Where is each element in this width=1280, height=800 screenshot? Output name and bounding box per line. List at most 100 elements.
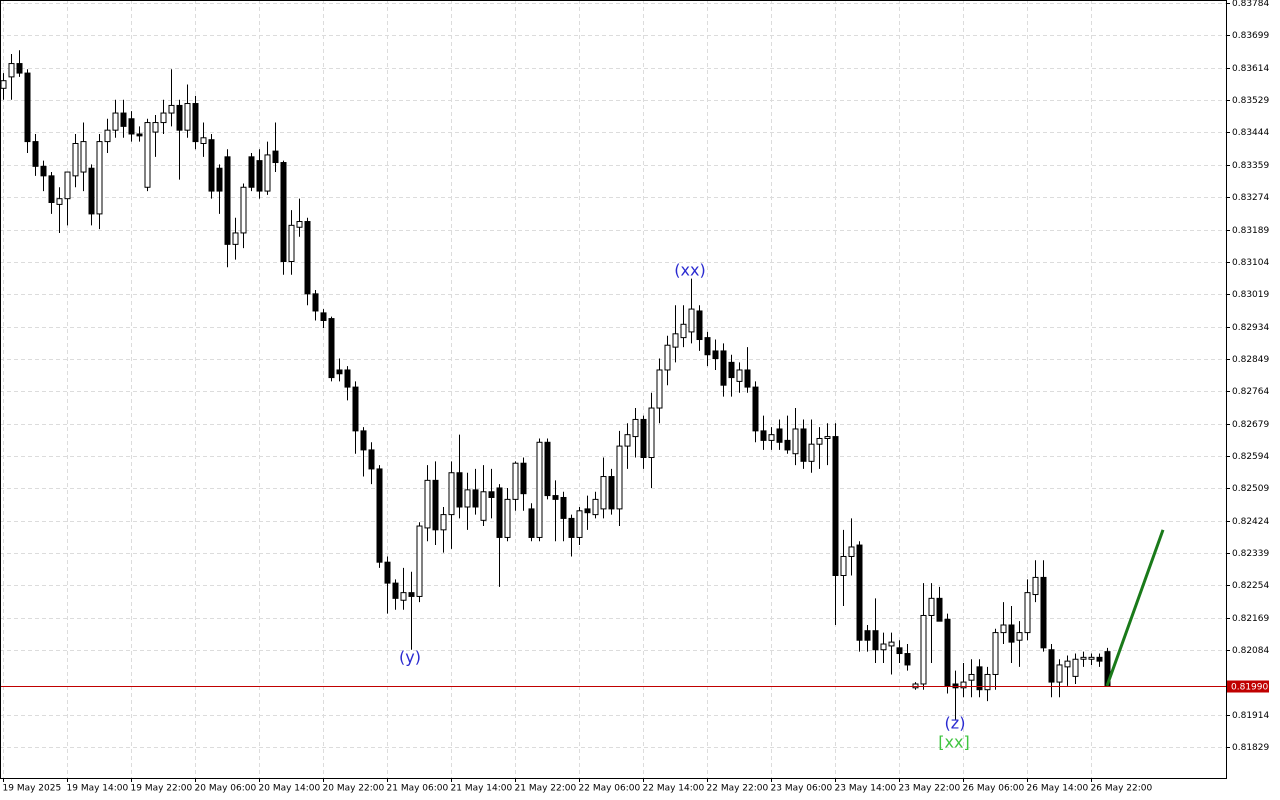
candle-body [552, 495, 559, 500]
candle-body [544, 441, 551, 497]
candle-body [256, 160, 263, 192]
candle-body [136, 133, 143, 137]
candle-body [872, 630, 879, 651]
candle-body [656, 369, 663, 409]
candle-body [968, 673, 975, 681]
x-tick-label: 23 May 22:00 [899, 784, 961, 794]
candle-body [1056, 664, 1063, 683]
candle-body [0, 80, 7, 89]
candle-body [232, 232, 239, 245]
candle-body [120, 112, 127, 127]
candle-body [624, 434, 631, 447]
candle-body [728, 361, 735, 379]
candle-body [360, 430, 367, 451]
candle-body [760, 430, 767, 441]
y-tick-label: 0.82594 [1232, 452, 1269, 462]
candle-body [1000, 624, 1007, 634]
candle-body [880, 643, 887, 651]
candle-body [176, 104, 183, 131]
y-tick-label: 0.82254 [1232, 581, 1269, 591]
candle-body [640, 418, 647, 459]
candle-body [240, 186, 247, 234]
candle-body [736, 369, 743, 382]
candle-body [200, 137, 207, 144]
candle-body [448, 472, 455, 516]
x-tick-label: 20 May 22:00 [323, 784, 385, 794]
candle-body [504, 498, 511, 538]
y-tick-label: 0.81914 [1232, 711, 1269, 721]
candle-body [648, 407, 655, 459]
price-label: 0.81990 [1231, 683, 1268, 693]
candle-body [928, 597, 935, 616]
candle-body [1016, 632, 1023, 641]
candle-body [384, 561, 391, 584]
wave-label: (z) [945, 714, 966, 733]
projection-line [1105, 529, 1165, 687]
x-tick-label: 20 May 14:00 [259, 784, 321, 794]
candle-body [896, 647, 903, 655]
candle-body [56, 198, 63, 205]
candle-body [576, 510, 583, 538]
candle-body [768, 434, 775, 441]
candle-body [48, 175, 55, 203]
candle-body [216, 167, 223, 192]
candle-body [1024, 592, 1031, 634]
candle-body [520, 462, 527, 495]
candle-body [568, 517, 575, 538]
candle-body [152, 122, 159, 133]
candle-body [480, 491, 487, 521]
y-tick-label: 0.82679 [1232, 420, 1269, 430]
candle-body [792, 428, 799, 455]
candle-body [912, 683, 919, 689]
candle-body [288, 224, 295, 262]
candle-body [680, 323, 687, 339]
candle-body [672, 333, 679, 348]
candle-body [368, 449, 375, 470]
candle-body [512, 462, 519, 500]
plot: (xx) (y) (z)[xx] [0, 50, 1226, 752]
x-tick-label: 22 May 06:00 [579, 784, 641, 794]
x-tick-label: 19 May 22:00 [131, 784, 193, 794]
candle-body [1088, 656, 1095, 660]
candle-body [440, 514, 447, 531]
y-tick-label: 0.82084 [1232, 646, 1269, 656]
candle-body [80, 141, 87, 173]
candle-body [1096, 656, 1103, 662]
candle-body [600, 476, 607, 510]
x-tick-label: 21 May 22:00 [515, 784, 577, 794]
candle-body [24, 72, 31, 143]
candle-body [280, 162, 287, 262]
y-tick-label: 0.83699 [1232, 31, 1269, 41]
y-tick-label: 0.83614 [1232, 64, 1269, 74]
candle-body [344, 369, 351, 388]
y-tick-label: 0.83189 [1232, 226, 1269, 236]
candle-body [864, 630, 871, 641]
x-tick-label: 19 May 14:00 [67, 784, 129, 794]
candle-body [856, 544, 863, 641]
candle-body [584, 508, 591, 514]
candle-body [1080, 656, 1087, 660]
candle-body [744, 369, 751, 388]
candle-body [992, 632, 999, 675]
candle-body [392, 582, 399, 599]
candle-body [408, 592, 415, 597]
candle-body [688, 308, 695, 333]
candle-body [560, 496, 567, 519]
candle-body [592, 498, 599, 516]
candle-body [1048, 649, 1055, 683]
candle-body [192, 103, 199, 143]
candle-body [328, 318, 335, 379]
x-tick-label: 26 May 14:00 [1027, 784, 1089, 794]
candle-body [712, 350, 719, 360]
wave-label: (y) [399, 648, 421, 667]
candle-body [96, 141, 103, 215]
x-tick-label: 20 May 06:00 [195, 784, 257, 794]
y-tick-label: 0.83274 [1232, 193, 1269, 203]
candle-body [336, 369, 343, 375]
x-tick-label: 23 May 06:00 [771, 784, 833, 794]
candle-body [16, 63, 23, 74]
candle-body [1072, 658, 1079, 677]
y-tick-label: 0.83104 [1232, 258, 1269, 268]
